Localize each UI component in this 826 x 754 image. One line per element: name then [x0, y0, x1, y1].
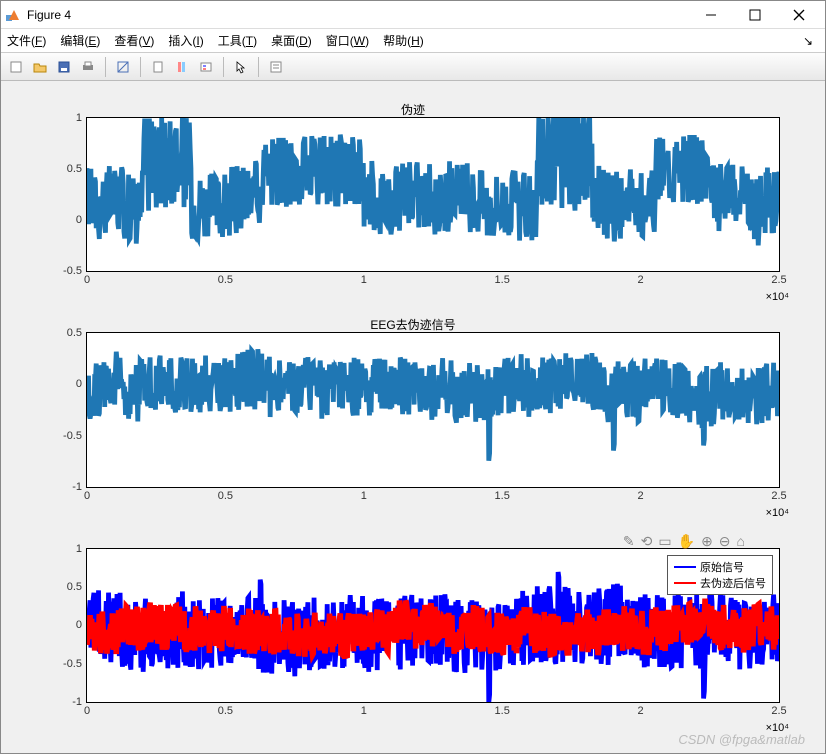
- rotate-icon[interactable]: ⟲: [641, 533, 653, 550]
- toolbar-sep: [223, 57, 224, 77]
- watermark: CSDN @fpga&matlab: [678, 732, 805, 747]
- xtick: 1: [361, 702, 367, 717]
- xtick: 2: [638, 271, 644, 286]
- xtick: 2.5: [771, 271, 786, 286]
- window-title: Figure 4: [27, 8, 689, 22]
- menu-i[interactable]: 插入(I): [168, 32, 203, 49]
- property-icon[interactable]: [265, 56, 287, 78]
- ytick: 0.5: [67, 581, 87, 593]
- toolbar-sep: [258, 57, 259, 77]
- save-icon[interactable]: [53, 56, 75, 78]
- maximize-button[interactable]: [733, 2, 777, 28]
- xtick: 0: [84, 487, 90, 502]
- ytick: 0: [76, 378, 87, 390]
- menu-t[interactable]: 工具(T): [218, 32, 257, 49]
- xtick: 0.5: [218, 702, 233, 717]
- menu-overflow[interactable]: ↘: [438, 34, 819, 48]
- signal-svg: [87, 333, 779, 486]
- ytick: 0: [76, 619, 87, 631]
- datacursor-icon[interactable]: ▭: [658, 533, 671, 550]
- xtick: 0: [84, 271, 90, 286]
- legend-label: 去伪迹后信号: [700, 575, 766, 591]
- brush-icon[interactable]: ✎: [623, 533, 635, 550]
- legend-swatch: [674, 582, 696, 584]
- series-line: [87, 118, 779, 245]
- xtick: 0.5: [218, 271, 233, 286]
- figure-window: Figure 4 文件(F) 编辑(E) 查看(V) 插入(I) 工具(T) 桌面(D) 窗…: [0, 0, 826, 754]
- menu-e[interactable]: 编辑(E): [60, 32, 100, 49]
- legend-icon[interactable]: [195, 56, 217, 78]
- new-figure-icon[interactable]: [5, 56, 27, 78]
- xtick: 0: [84, 702, 90, 717]
- menu-f[interactable]: 文件(F): [7, 32, 46, 49]
- xtick: 1.5: [495, 271, 510, 286]
- series-line: [87, 350, 779, 462]
- ytick: 0.5: [67, 163, 87, 175]
- xtick: 1.5: [495, 487, 510, 502]
- ytick: 1: [76, 112, 87, 124]
- colorbar-icon[interactable]: [171, 56, 193, 78]
- ytick: 1: [76, 543, 87, 555]
- subplot-3: -1-0.500.5100.511.522.5×10⁴原始信号去伪迹后信号✎ ⟲ ▭…: [31, 532, 795, 743]
- titlebar[interactable]: Figure 4: [1, 1, 825, 29]
- subplot-1: 伪迹-0.500.5100.511.522.5×10⁴: [31, 101, 795, 312]
- xtick: 1: [361, 271, 367, 286]
- legend-label: 原始信号: [700, 559, 744, 575]
- edit-plot-icon[interactable]: [112, 56, 134, 78]
- axes[interactable]: -1-0.500.500.511.522.5×10⁴: [86, 332, 780, 487]
- signal-svg: [87, 118, 779, 271]
- toolbar: [1, 53, 825, 81]
- menubar: 文件(F) 编辑(E) 查看(V) 插入(I) 工具(T) 桌面(D) 窗口(W) 帮助(H)…: [1, 29, 825, 53]
- cursor-icon[interactable]: [230, 56, 252, 78]
- toolbar-sep: [105, 57, 106, 77]
- x-multiplier: ×10⁴: [766, 507, 789, 519]
- subplot-title: 伪迹: [31, 101, 795, 117]
- home-icon[interactable]: ⌂: [737, 533, 745, 550]
- xtick: 1.5: [495, 702, 510, 717]
- axes[interactable]: -0.500.5100.511.522.5×10⁴: [86, 117, 780, 272]
- xtick: 2: [638, 702, 644, 717]
- menu-w[interactable]: 窗口(W): [326, 32, 369, 49]
- print-icon[interactable]: [77, 56, 99, 78]
- pan-icon[interactable]: ✋: [678, 533, 695, 550]
- ytick: 0.5: [67, 327, 87, 339]
- axes-toolbar: ✎ ⟲ ▭ ✋ ⊕ ⊖ ⌂: [623, 533, 745, 550]
- axes[interactable]: -1-0.500.5100.511.522.5×10⁴原始信号去伪迹后信号: [86, 548, 780, 703]
- subplot-2: EEG去伪迹信号-1-0.500.500.511.522.5×10⁴: [31, 316, 795, 527]
- legend[interactable]: 原始信号去伪迹后信号: [667, 555, 773, 595]
- legend-swatch: [674, 566, 696, 568]
- ytick: 0: [76, 214, 87, 226]
- x-multiplier: ×10⁴: [766, 291, 789, 303]
- xtick: 0.5: [218, 487, 233, 502]
- link-icon[interactable]: [147, 56, 169, 78]
- open-icon[interactable]: [29, 56, 51, 78]
- minimize-button[interactable]: [689, 2, 733, 28]
- ytick: -0.5: [63, 430, 87, 442]
- matlab-icon: [5, 7, 21, 23]
- legend-item: 去伪迹后信号: [674, 575, 766, 591]
- menu-h[interactable]: 帮助(H): [383, 32, 424, 49]
- toolbar-sep: [140, 57, 141, 77]
- zoomout-icon[interactable]: ⊖: [719, 533, 731, 550]
- xtick: 1: [361, 487, 367, 502]
- zoomin-icon[interactable]: ⊕: [701, 533, 713, 550]
- figure-canvas: 伪迹-0.500.5100.511.522.5×10⁴EEG去伪迹信号-1-0.…: [1, 81, 825, 753]
- menu-d[interactable]: 桌面(D): [271, 32, 312, 49]
- ytick: -0.5: [63, 658, 87, 670]
- xtick: 2: [638, 487, 644, 502]
- xtick: 2.5: [771, 702, 786, 717]
- close-button[interactable]: [777, 2, 821, 28]
- legend-item: 原始信号: [674, 559, 766, 575]
- subplot-title: EEG去伪迹信号: [31, 316, 795, 332]
- menu-v[interactable]: 查看(V): [114, 32, 154, 49]
- xtick: 2.5: [771, 487, 786, 502]
